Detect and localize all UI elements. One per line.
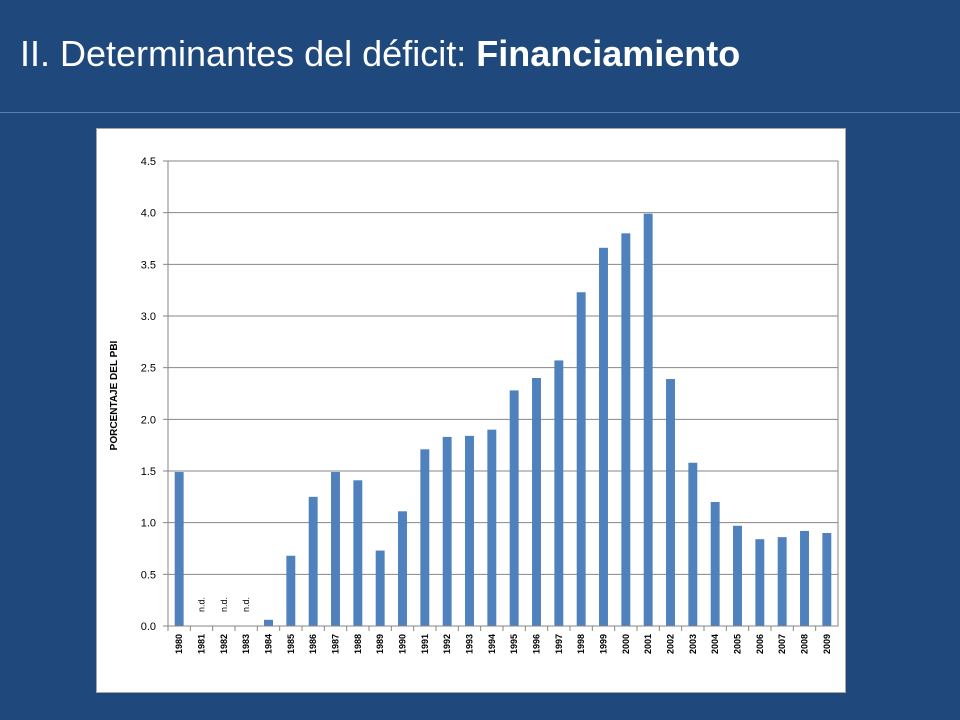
x-tick-label-1998: 1998 (576, 634, 586, 654)
x-tick-label-1986: 1986 (308, 634, 318, 654)
bar-2000 (621, 233, 631, 626)
slide-title-bold: Financiamiento (476, 33, 741, 74)
x-tick-label-1983: 1983 (241, 634, 251, 654)
bar-2007 (777, 537, 787, 626)
bar-1999 (599, 247, 608, 627)
bar-2009 (822, 533, 832, 626)
x-tick-label-2005: 2005 (733, 634, 743, 654)
y-tick-label: 4.5 (141, 156, 156, 168)
bar-2004 (710, 502, 720, 626)
x-tick-label-1993: 1993 (465, 634, 475, 654)
x-tick-label-2000: 2000 (621, 634, 631, 654)
x-tick-label-1996: 1996 (532, 634, 542, 654)
y-tick-label: 3.5 (141, 259, 156, 271)
tick-labels: 0.0 0.5 1.0 1.5 2.0 2.5 3.0 3.5 4.0 4.5 1980 1981 19… (141, 156, 832, 654)
bar-2005 (733, 525, 742, 626)
y-tick-label: 1.5 (141, 466, 156, 478)
bar-1984 (264, 619, 273, 626)
x-tick-label-1994: 1994 (487, 634, 497, 654)
x-tick-label-1984: 1984 (264, 634, 274, 654)
x-tick-label-2004: 2004 (710, 634, 720, 654)
x-tick-label-1989: 1989 (375, 634, 385, 654)
bar-2001 (643, 213, 653, 626)
bar-chart: 0.0 0.5 1.0 1.5 2.0 2.5 3.0 3.5 4.0 4.5 1980 1981 19… (109, 156, 839, 654)
x-tick-label-1991: 1991 (420, 634, 430, 654)
x-tick-label-2009: 2009 (822, 634, 832, 654)
bar-2003 (688, 462, 698, 626)
axes (163, 160, 839, 631)
bar-1986 (308, 496, 318, 626)
bars (174, 213, 832, 627)
bar-1988 (353, 480, 363, 626)
y-tick-label: 0.0 (141, 621, 156, 633)
bar-1989 (375, 550, 385, 626)
slide-title: II. Determinantes del déficit: Financiam… (20, 30, 740, 78)
bar-1991 (420, 449, 430, 626)
annotation-nd-1981: n.d. (197, 597, 207, 612)
x-tick-label-2006: 2006 (755, 634, 765, 654)
bar-1985 (286, 555, 296, 626)
bar-1993 (465, 435, 474, 626)
annotation-nd-1983: n.d. (241, 597, 251, 612)
bar-1996 (532, 378, 541, 626)
bar-1997 (554, 360, 564, 626)
x-tick-label-1999: 1999 (599, 634, 609, 654)
y-tick-label: 2.5 (141, 363, 156, 375)
annotation-nd-1982: n.d. (219, 597, 229, 612)
x-tick-label-1988: 1988 (353, 634, 363, 654)
y-tick-label: 3.0 (141, 311, 156, 323)
x-tick-label-1995: 1995 (509, 634, 519, 654)
x-tick-label-1985: 1985 (286, 634, 296, 654)
title-divider (0, 112, 960, 113)
bar-1995 (509, 390, 519, 626)
x-tick-label-1997: 1997 (554, 634, 564, 654)
slide-title-prefix: II. Determinantes del déficit: (20, 33, 477, 74)
y-tick-label: 0.5 (141, 569, 156, 581)
y-tick-label: 4.0 (141, 208, 156, 220)
x-tick-label-1990: 1990 (398, 634, 408, 654)
y-axis-label: PORCENTAJE DEL PBI (109, 340, 120, 450)
x-tick-label-2008: 2008 (800, 634, 810, 654)
bar-1992 (442, 436, 452, 626)
bar-1994 (487, 429, 497, 626)
x-tick-label-1982: 1982 (219, 634, 229, 654)
bar-2006 (755, 539, 765, 626)
bar-2002 (666, 379, 675, 626)
x-tick-label-2001: 2001 (643, 634, 653, 654)
x-tick-label-1992: 1992 (442, 634, 452, 654)
gridlines (168, 212, 838, 575)
x-tick-label-1987: 1987 (331, 634, 341, 654)
x-tick-label-2003: 2003 (688, 634, 698, 654)
y-tick-label: 1.0 (141, 518, 156, 530)
bar-1998 (576, 292, 586, 626)
bar-1980 (174, 472, 184, 626)
x-tick-label-1980: 1980 (174, 634, 184, 654)
bar-1990 (398, 511, 407, 626)
bar-2008 (800, 530, 809, 626)
y-tick-label: 2.0 (141, 414, 156, 426)
x-tick-label-2007: 2007 (777, 634, 787, 654)
x-tick-label-2002: 2002 (666, 634, 676, 654)
chart-panel: 0.0 0.5 1.0 1.5 2.0 2.5 3.0 3.5 4.0 4.5 1980 1981 19… (96, 128, 846, 693)
x-tick-label-1981: 1981 (197, 634, 207, 654)
bar-1987 (331, 472, 340, 626)
